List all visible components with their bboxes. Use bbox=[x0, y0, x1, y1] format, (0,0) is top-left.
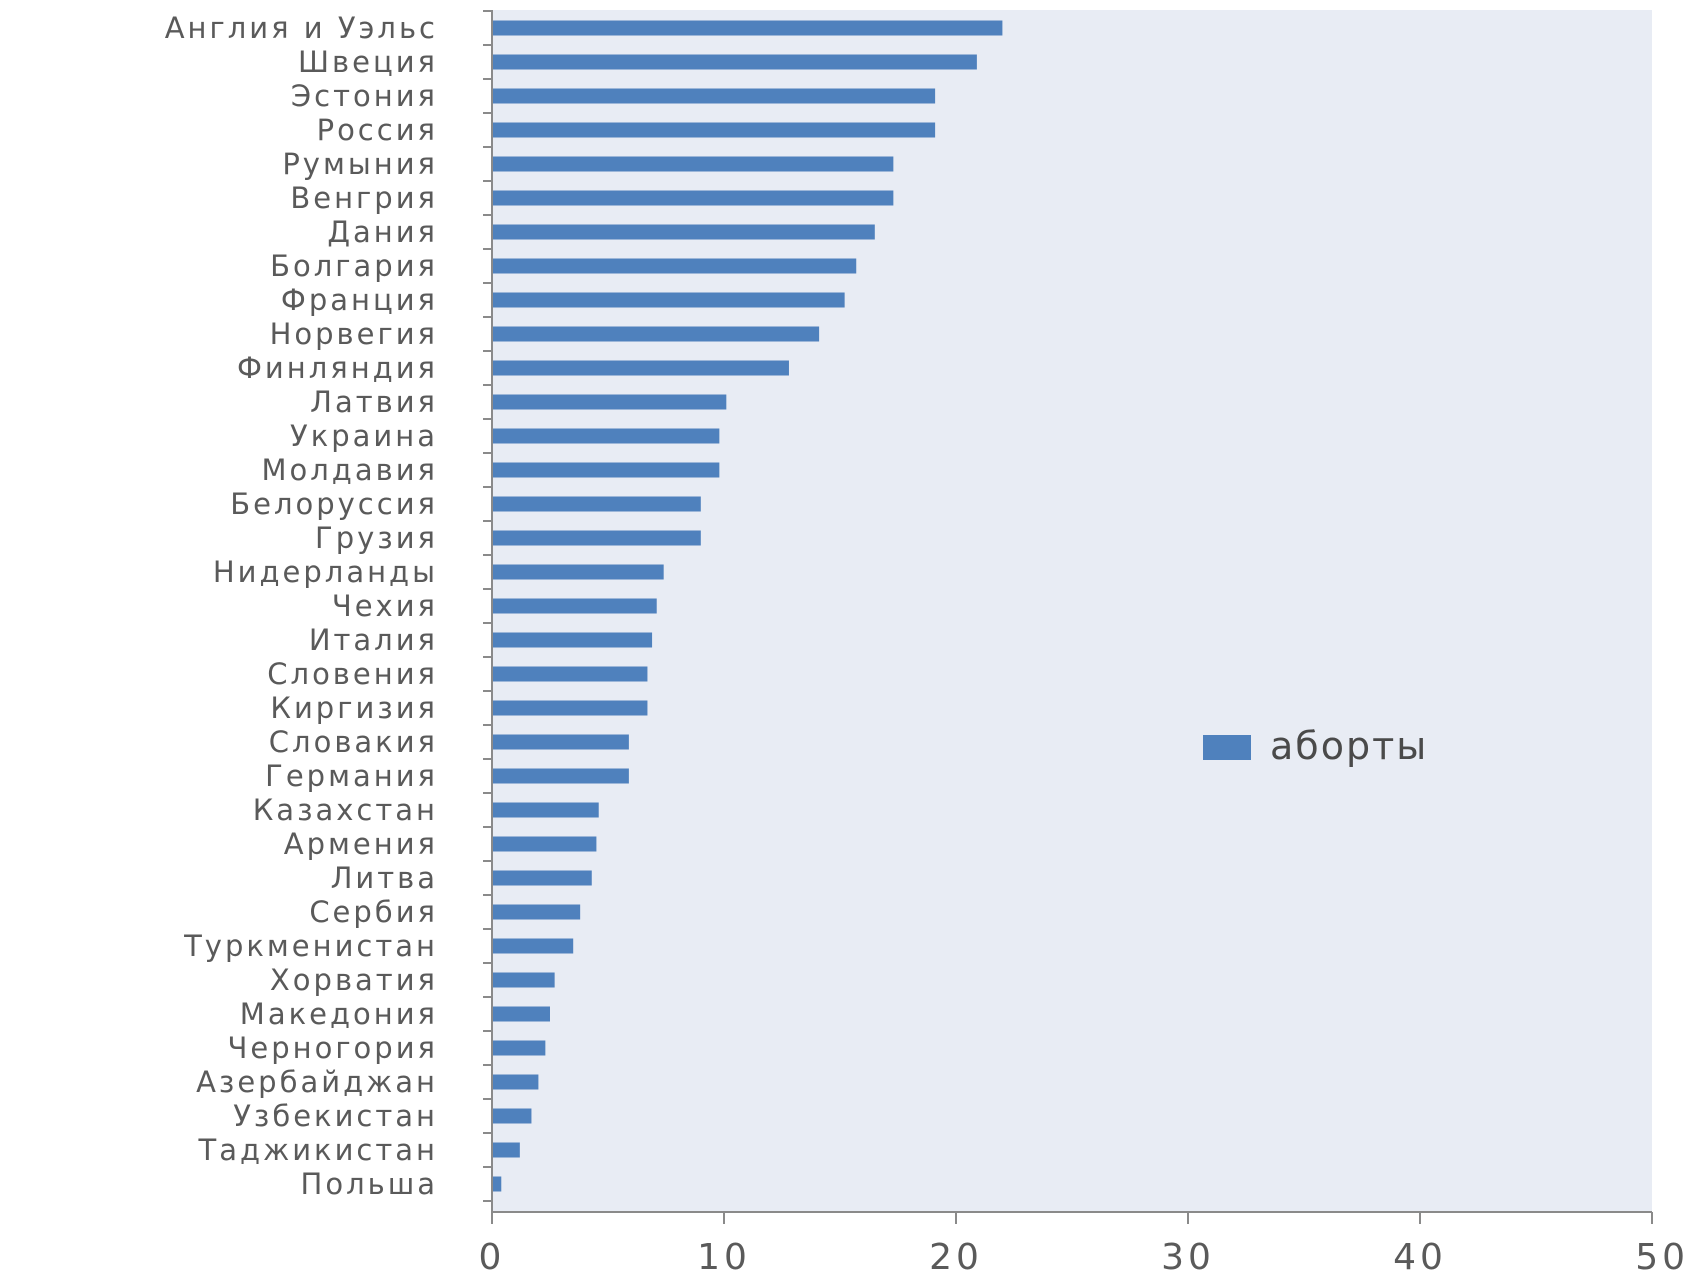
x-tick-label: 40 bbox=[1393, 1237, 1447, 1276]
bar bbox=[492, 1142, 520, 1158]
category-label: Эстония bbox=[291, 79, 438, 113]
bar bbox=[492, 1074, 539, 1090]
bar bbox=[492, 972, 555, 988]
legend-swatch bbox=[1203, 735, 1251, 760]
category-label: Азербайджан bbox=[196, 1065, 438, 1099]
bar bbox=[492, 904, 581, 920]
category-labels: Англия и УэльсШвецияЭстонияРоссияРумыния… bbox=[165, 11, 438, 1201]
category-label: Финляндия bbox=[237, 351, 438, 385]
category-label: Казахстан bbox=[253, 793, 438, 827]
category-label: Франция bbox=[281, 283, 438, 317]
category-label: Словения bbox=[267, 657, 438, 691]
bar bbox=[492, 20, 1003, 36]
bar bbox=[492, 190, 894, 206]
bar bbox=[492, 156, 894, 172]
category-label: Россия bbox=[317, 113, 438, 147]
category-label: Киргизия bbox=[270, 691, 438, 725]
bar bbox=[492, 292, 845, 308]
category-label: Латвия bbox=[310, 385, 438, 419]
bar bbox=[492, 836, 597, 852]
bar bbox=[492, 1176, 502, 1192]
x-tick-label: 30 bbox=[1161, 1237, 1215, 1276]
bar bbox=[492, 938, 574, 954]
bar bbox=[492, 462, 720, 478]
category-label: Узбекистан bbox=[233, 1099, 438, 1133]
bar bbox=[492, 768, 629, 784]
category-label: Македония bbox=[240, 997, 438, 1031]
bars-layer bbox=[492, 20, 1003, 1192]
legend: аборты bbox=[1203, 724, 1428, 768]
bar bbox=[492, 496, 701, 512]
bar bbox=[492, 88, 936, 104]
bar bbox=[492, 54, 977, 70]
category-label: Германия bbox=[265, 759, 438, 793]
category-label: Дания bbox=[327, 215, 438, 249]
category-label: Таджикистан bbox=[198, 1133, 438, 1167]
category-label: Сербия bbox=[309, 895, 438, 929]
bar bbox=[492, 122, 936, 138]
category-label: Молдавия bbox=[261, 453, 438, 487]
category-label: Чехия bbox=[332, 589, 438, 623]
category-label: Нидерланды bbox=[213, 555, 438, 589]
bar bbox=[492, 326, 820, 342]
category-label: Венгрия bbox=[290, 181, 438, 215]
axes: 0 10 20 30 40 50 bbox=[479, 10, 1689, 1276]
category-label: Черногория bbox=[227, 1031, 438, 1065]
category-label: Италия bbox=[309, 623, 438, 657]
x-tick-label: 20 bbox=[929, 1237, 983, 1276]
category-label: Словакия bbox=[269, 725, 438, 759]
bar bbox=[492, 870, 592, 886]
category-label: Туркменистан bbox=[183, 929, 438, 963]
category-label: Армения bbox=[284, 827, 438, 861]
category-label: Швеция bbox=[298, 45, 438, 79]
bar bbox=[492, 530, 701, 546]
legend-label: аборты bbox=[1270, 724, 1428, 768]
bar bbox=[492, 428, 720, 444]
category-label: Норвегия bbox=[270, 317, 438, 351]
category-label: Хорватия bbox=[270, 963, 438, 997]
bar bbox=[492, 1040, 546, 1056]
bar bbox=[492, 394, 727, 410]
bar bbox=[492, 1108, 532, 1124]
bar bbox=[492, 700, 648, 716]
bar bbox=[492, 666, 648, 682]
bar bbox=[492, 802, 599, 818]
category-label: Грузия bbox=[315, 521, 438, 555]
bar bbox=[492, 734, 629, 750]
category-label: Польша bbox=[301, 1167, 438, 1201]
bar bbox=[492, 598, 657, 614]
bar bbox=[492, 1006, 550, 1022]
x-tick-label: 50 bbox=[1635, 1237, 1689, 1276]
bar bbox=[492, 224, 875, 240]
category-label: Румыния bbox=[282, 147, 438, 181]
category-label: Болгария bbox=[270, 249, 438, 283]
bar bbox=[492, 360, 789, 376]
plot-background bbox=[492, 10, 1652, 1212]
category-label: Литва bbox=[331, 861, 438, 895]
category-label: Англия и Уэльс bbox=[165, 11, 438, 45]
bar bbox=[492, 258, 857, 274]
x-tick-label: 0 bbox=[479, 1237, 506, 1276]
bar bbox=[492, 632, 653, 648]
category-label: Украина bbox=[290, 419, 438, 453]
category-label: Белоруссия bbox=[230, 487, 438, 521]
bar bbox=[492, 564, 664, 580]
x-tick-label: 10 bbox=[697, 1237, 751, 1276]
